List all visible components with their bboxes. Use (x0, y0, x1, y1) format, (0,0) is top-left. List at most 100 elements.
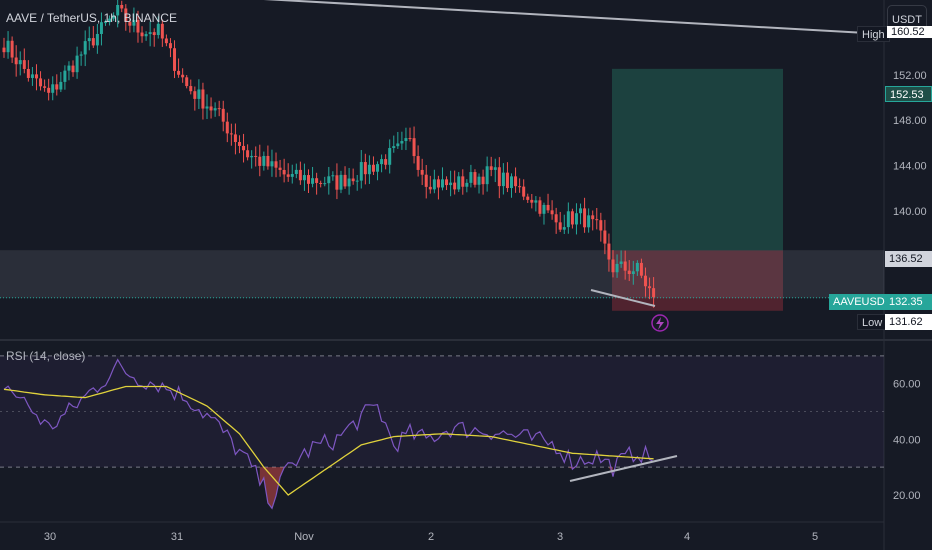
candle-body (10, 40, 14, 58)
candle-body (294, 169, 298, 174)
time-axis-tick: 2 (428, 531, 434, 543)
candle-body (59, 81, 63, 90)
candle-body (554, 214, 558, 223)
candle-body (6, 40, 10, 53)
time-axis-tick: 31 (171, 531, 183, 543)
entry-price-tag: 136.52 (885, 251, 932, 267)
candle-body (359, 162, 363, 181)
candle-body (558, 222, 562, 230)
candle-body (327, 176, 331, 184)
candle-body (619, 261, 623, 264)
candle-body (611, 259, 615, 273)
candle-body (237, 142, 241, 146)
candle-body (465, 182, 469, 187)
candle-body (164, 38, 168, 44)
candle-body (363, 162, 367, 175)
candle-body (83, 41, 87, 55)
candle-body (514, 176, 518, 187)
candle-body (148, 32, 152, 35)
time-axis-tick: 30 (44, 531, 56, 543)
candle-body (286, 174, 290, 177)
profit-target-zone (612, 68, 783, 251)
candle-body (282, 169, 286, 175)
candle-body (274, 161, 278, 168)
candle-body (67, 65, 71, 71)
candle-body (189, 86, 193, 92)
candle-body (209, 106, 213, 111)
candle-body (225, 121, 229, 134)
target-price-tag: 152.53 (885, 86, 932, 102)
candle-body (128, 21, 132, 26)
candle-body (461, 176, 465, 187)
candle-body (323, 183, 327, 185)
candle-body (583, 208, 587, 228)
candle-body (469, 172, 473, 183)
candle-body (550, 210, 554, 215)
time-axis-tick: 3 (557, 531, 563, 543)
rsi-axis-tick: 60.00 (893, 379, 921, 391)
candle-body (420, 169, 424, 175)
candle-body (505, 172, 509, 189)
candle-body (652, 288, 656, 298)
candle-body (331, 175, 335, 177)
candle-body (108, 18, 112, 23)
candle-body (518, 186, 522, 188)
candle-body (221, 108, 225, 122)
candle-body (457, 176, 461, 190)
candle-body (197, 89, 201, 99)
candle-body (347, 178, 351, 187)
candle-body (91, 38, 95, 46)
rsi-indicator-label[interactable]: RSI (14, close) (6, 349, 86, 363)
symbol-tag: AAVEUSDT (829, 294, 896, 310)
candle-body (315, 178, 319, 183)
low-label-tag: Low (857, 314, 888, 330)
alert-marker-icon (651, 314, 669, 332)
candle-body (319, 182, 323, 184)
low-value-tag: 131.62 (885, 314, 932, 330)
candle-body (574, 213, 578, 225)
candle-body (530, 199, 534, 203)
candle-body (445, 179, 449, 186)
candle-body (335, 175, 339, 190)
candle-body (47, 87, 51, 93)
candle-body (258, 156, 262, 166)
price-axis-tick: 144.00 (893, 161, 927, 173)
rsi-line (3, 358, 654, 510)
candle-body (534, 200, 538, 203)
price-axis-tick: 152.00 (893, 70, 927, 82)
candle-body (250, 155, 254, 158)
candle-body (432, 179, 436, 190)
time-axis-tick: Nov (294, 531, 314, 543)
candle-body (290, 173, 294, 177)
candle-body (493, 167, 497, 170)
candle-body (278, 167, 282, 170)
candle-body (95, 33, 99, 46)
candle-body (367, 164, 371, 175)
candle-body (213, 108, 217, 111)
candle-body (132, 19, 136, 26)
candle-body (384, 159, 388, 165)
candle-body (254, 155, 258, 157)
candle-body (408, 138, 412, 140)
candle-body (351, 178, 355, 182)
candle-body (627, 270, 631, 275)
candle-body (355, 180, 359, 182)
rsi-band-fill (0, 355, 884, 468)
candle-body (71, 65, 75, 73)
candle-body (246, 150, 250, 158)
candle-body (380, 159, 384, 165)
candle-body (392, 146, 396, 149)
candle-body (63, 70, 67, 82)
candle-body (615, 263, 619, 273)
candle-body (635, 262, 639, 272)
chart-title: AAVE / TetherUS, 1h, BINANCE (6, 11, 177, 25)
candle-body (631, 271, 635, 275)
candle-body (168, 43, 172, 49)
high-value-tag: 160.52 (887, 26, 932, 38)
candle-body (428, 186, 432, 190)
candle-body (116, 4, 120, 16)
candle-body (124, 8, 128, 22)
candle-body (298, 169, 302, 181)
candle-body (566, 211, 570, 228)
